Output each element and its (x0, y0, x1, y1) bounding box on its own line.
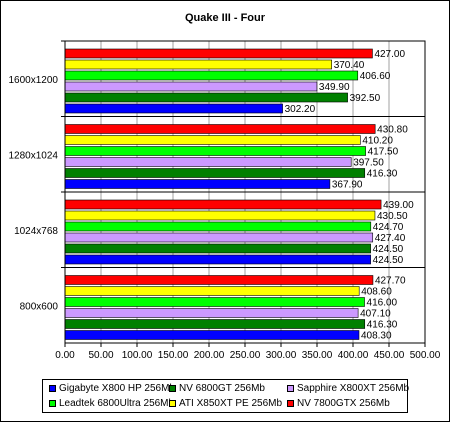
category-label: 1024x768 (14, 226, 58, 237)
bar (64, 168, 366, 178)
bar-value-label: 410.20 (362, 136, 393, 147)
bar-value-label: 407.10 (360, 309, 391, 320)
x-tick-label: 500.00 (410, 350, 441, 361)
plot-area: 0.00 50.00 100.00 150.00 200.00 250.00 300.00 3… (9, 40, 441, 361)
bar-value-label: 408.60 (361, 287, 392, 298)
x-tick-label: 350.00 (302, 350, 333, 361)
bar (64, 135, 361, 145)
bar (64, 157, 352, 167)
bar (64, 232, 374, 243)
bar (64, 81, 318, 92)
bar-value-label: 424.50 (373, 255, 404, 266)
legend-label: NV 6800GT 256Mb (179, 383, 265, 394)
bar-value-label: 424.70 (373, 222, 404, 233)
bar (64, 59, 332, 70)
x-tick-label: 300.00 (266, 350, 297, 361)
legend: Gigabyte X800 HP 256Mb NV 6800GT 256Mb Sap… (42, 379, 410, 413)
x-tick-label: 0.00 (55, 350, 75, 361)
bar (64, 124, 376, 134)
x-tick-label: 200.00 (194, 350, 225, 361)
bar-value-label: 349.90 (319, 82, 350, 93)
bar-value-label: 430.80 (377, 125, 408, 136)
legend-label: NV 7800GTX 256Mb (297, 398, 390, 409)
bar-value-label: 392.50 (350, 93, 381, 104)
legend-swatch (169, 385, 176, 392)
legend-swatch (49, 385, 56, 392)
bar-value-label: 302.20 (285, 104, 316, 115)
bar-value-label: 397.50 (353, 158, 384, 169)
category-label: 800x600 (20, 301, 59, 312)
x-tick-label: 450.00 (374, 350, 405, 361)
bar (64, 70, 359, 81)
legend-label: Gigabyte X800 HP 256Mb (59, 383, 176, 394)
bar (64, 243, 371, 254)
bar (64, 275, 374, 285)
x-tick-label: 50.00 (88, 350, 113, 361)
legend-swatch (287, 400, 294, 407)
bar-value-label: 416.00 (367, 298, 398, 309)
bar-value-label: 430.50 (377, 211, 408, 222)
bar-value-label: 367.90 (332, 180, 363, 191)
legend-swatch (169, 400, 176, 407)
x-tick-label: 100.00 (122, 350, 153, 361)
x-tick-label: 400.00 (338, 350, 369, 361)
legend-label: Leadtek 6800Ultra 256Mb (59, 398, 175, 409)
bar (64, 103, 283, 114)
bar (64, 308, 359, 318)
bar-value-label: 416.30 (367, 169, 398, 180)
bar (64, 221, 372, 232)
bar (64, 146, 366, 156)
bar (64, 92, 348, 103)
bar-value-label: 417.50 (368, 147, 399, 158)
bar-value-label: 416.30 (367, 320, 398, 331)
chart-title: Quake III - Four (185, 12, 266, 24)
legend-label: ATI X850XT PE 256Mb (179, 398, 283, 409)
bar (64, 199, 382, 210)
bar-value-label: 370.40 (334, 60, 365, 71)
x-tick-label: 150.00 (158, 350, 189, 361)
bar (64, 297, 365, 307)
legend-swatch (287, 385, 294, 392)
category-label: 1600x1200 (9, 75, 59, 86)
bar (64, 330, 360, 340)
x-tick-label: 250.00 (230, 350, 261, 361)
plot-border (64, 40, 426, 344)
bar-value-label: 427.70 (375, 276, 406, 287)
bar (64, 179, 331, 189)
bar (64, 48, 373, 59)
legend-swatch (49, 400, 56, 407)
category-label: 1280x1024 (9, 150, 59, 161)
bar-value-label: 439.00 (383, 200, 414, 211)
bar (64, 319, 366, 329)
bar-value-label: 427.00 (374, 49, 405, 60)
legend-label: Sapphire X800XT 256Mb (297, 383, 410, 394)
bar (64, 254, 371, 265)
bar (64, 286, 360, 296)
bar-value-label: 406.60 (360, 71, 391, 82)
bar (64, 210, 376, 221)
bar-value-label: 408.30 (361, 331, 392, 342)
bar-value-label: 427.40 (375, 233, 406, 244)
bar-value-label: 424.50 (373, 244, 404, 255)
